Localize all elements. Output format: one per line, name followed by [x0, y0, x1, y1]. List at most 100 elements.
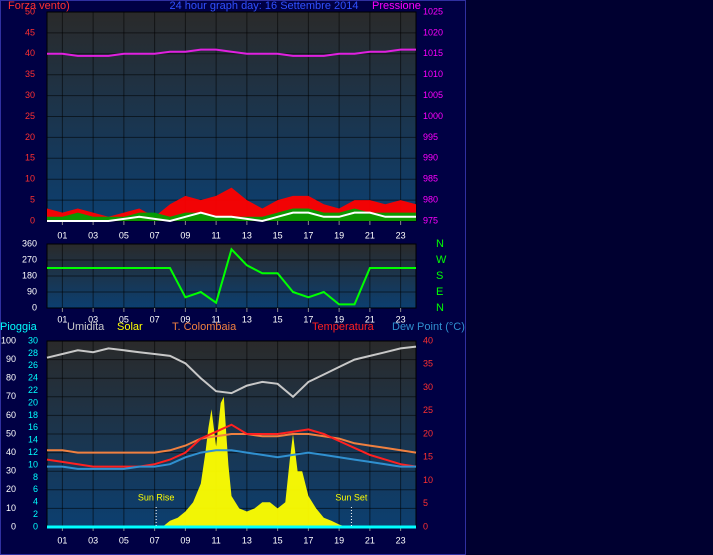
- y2-tick-label: 1000: [423, 111, 443, 121]
- y2-tick-label: S: [436, 270, 443, 282]
- y3-tick-label: 20: [28, 397, 38, 407]
- y3-tick-label: 18: [28, 410, 38, 420]
- y3-tick-label: 10: [28, 459, 38, 469]
- y-tick-label: 40: [6, 447, 16, 457]
- y2-tick-label: 5: [423, 498, 428, 508]
- x-tick-label: 23: [396, 314, 406, 324]
- y3-tick-label: 16: [28, 422, 38, 432]
- x-tick-label: 05: [119, 314, 129, 324]
- y-tick-label: 60: [6, 410, 16, 420]
- legend-label: T. Colombaia: [172, 321, 237, 333]
- y3-tick-label: 28: [28, 348, 38, 358]
- x-tick-label: 11: [211, 230, 220, 240]
- x-tick-label: 03: [88, 314, 98, 324]
- x-tick-label: 07: [150, 230, 160, 240]
- x-tick-label: 01: [57, 535, 67, 545]
- x-tick-label: 23: [396, 535, 406, 545]
- y-tick-label: 20: [25, 132, 35, 142]
- legend-label: Dew Point (°C): [392, 321, 465, 333]
- series-area: [47, 208, 416, 221]
- series-line: [47, 48, 416, 57]
- y3-tick-label: 6: [33, 484, 38, 494]
- x-tick-label: 13: [242, 314, 252, 324]
- series-line: [47, 449, 416, 470]
- y-tick-label: 5: [30, 194, 35, 204]
- y2-tick-label: 995: [423, 132, 438, 142]
- x-tick-label: 15: [273, 535, 283, 545]
- series-line: [47, 433, 417, 454]
- y3-tick-label: 24: [28, 373, 38, 383]
- x-tick-label: 21: [365, 535, 375, 545]
- x-tick-label: 09: [180, 230, 190, 240]
- x-tick-label: 15: [273, 314, 283, 324]
- y2-tick-label: W: [436, 254, 447, 266]
- x-tick-label: 19: [334, 314, 344, 324]
- y-tick-label: 0: [30, 215, 35, 225]
- y3-tick-label: 8: [33, 472, 38, 482]
- series-line: [47, 211, 416, 223]
- y-tick-label: 45: [25, 27, 35, 37]
- x-tick-label: 17: [303, 230, 313, 240]
- x-tick-label: 23: [396, 230, 406, 240]
- y-tick-label: 50: [25, 6, 35, 16]
- y2-tick-label: N: [436, 302, 444, 314]
- y-tick-label: 35: [25, 69, 35, 79]
- series-line: [47, 247, 416, 306]
- x-tick-label: 17: [303, 535, 313, 545]
- x-tick-label: 13: [242, 230, 252, 240]
- series-line: [46, 423, 417, 468]
- x-tick-label: 03: [88, 535, 98, 545]
- y-axis-title: Forza vento): [8, 0, 70, 12]
- y2-tick-label: N: [436, 238, 444, 250]
- y-tick-label: 0: [11, 521, 16, 531]
- x-tick-label: 21: [365, 230, 375, 240]
- y-tick-label: 15: [25, 153, 35, 163]
- y-tick-label: 30: [6, 466, 16, 476]
- y2-tick-label: 0: [423, 521, 428, 531]
- x-tick-label: 19: [334, 230, 344, 240]
- x-tick-label: 15: [273, 230, 283, 240]
- y2-tick-label: 30: [423, 382, 433, 392]
- legend-label: Pioggia: [0, 321, 38, 333]
- y-tick-label: 30: [25, 90, 35, 100]
- y-tick-label: 90: [27, 286, 37, 296]
- y-tick-label: 25: [25, 111, 35, 121]
- y2-tick-label: E: [436, 286, 443, 298]
- y3-tick-label: 26: [28, 360, 38, 370]
- y-tick-label: 70: [6, 391, 16, 401]
- y2-tick-label: 40: [423, 335, 433, 345]
- y3-tick-label: 2: [33, 509, 38, 519]
- y2-tick-label: 985: [423, 174, 438, 184]
- y2-tick-label: 1025: [423, 6, 443, 16]
- x-tick-label: 11: [211, 314, 220, 324]
- y2-tick-label: 25: [423, 405, 433, 415]
- legend-label: Temperatura: [312, 321, 375, 333]
- x-tick-label: 21: [365, 314, 375, 324]
- y-tick-label: 10: [25, 174, 35, 184]
- y2-axis-title: Pressione: [372, 0, 421, 12]
- y3-tick-label: 0: [33, 521, 38, 531]
- y3-tick-label: 12: [28, 447, 38, 457]
- x-tick-label: 05: [119, 230, 129, 240]
- y-tick-label: 270: [22, 254, 37, 264]
- x-tick-label: 13: [242, 535, 252, 545]
- y2-tick-label: 975: [423, 215, 438, 225]
- y-tick-label: 50: [6, 428, 16, 438]
- x-tick-label: 09: [180, 314, 190, 324]
- chart-title: 24 hour graph day: 16 Settembre 2014: [170, 0, 359, 12]
- series-area: [47, 396, 416, 527]
- x-tick-label: 01: [57, 314, 67, 324]
- y2-tick-label: 1010: [423, 69, 443, 79]
- y2-tick-label: 990: [423, 153, 438, 163]
- y-tick-label: 80: [6, 373, 16, 383]
- x-tick-label: 01: [57, 230, 67, 240]
- x-tick-label: 09: [180, 535, 190, 545]
- x-tick-label: 17: [303, 314, 313, 324]
- y-tick-label: 40: [25, 48, 35, 58]
- x-tick-label: 03: [88, 230, 98, 240]
- y-tick-label: 180: [22, 270, 37, 280]
- y-tick-label: 100: [1, 335, 16, 345]
- y-tick-label: 0: [32, 302, 37, 312]
- y3-tick-label: 4: [33, 497, 38, 507]
